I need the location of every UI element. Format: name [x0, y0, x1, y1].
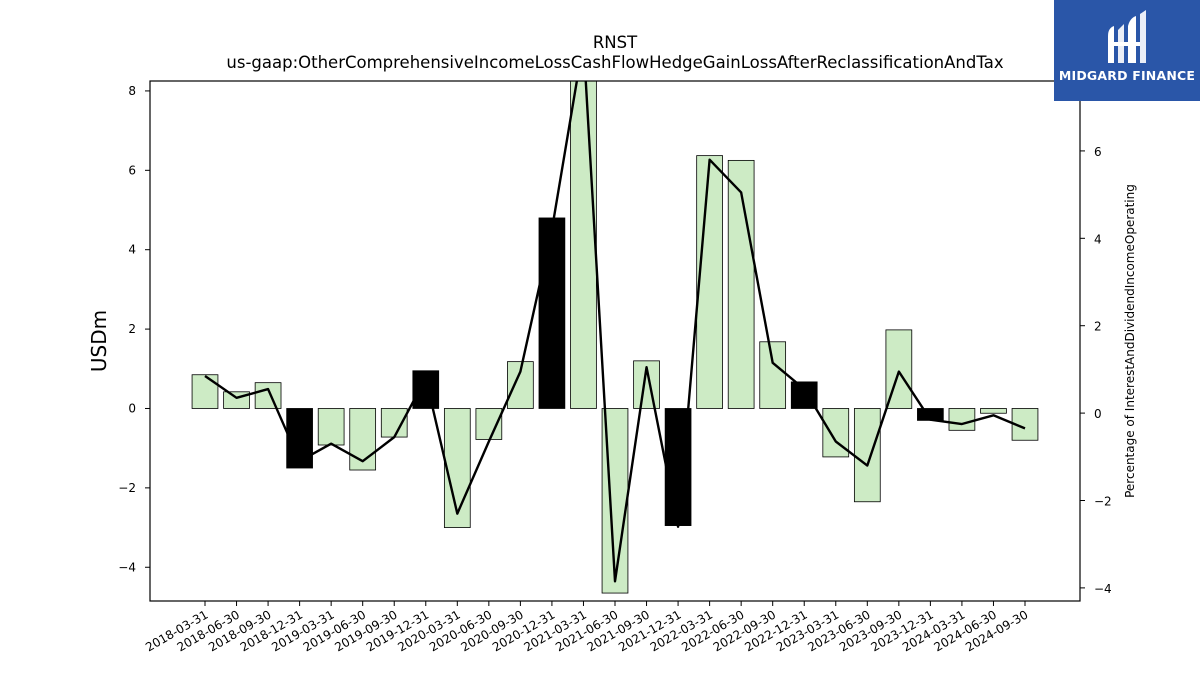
- bar-group: [191, 81, 1039, 594]
- y-tick-label: 4: [128, 243, 136, 257]
- chart-title: RNST: [593, 33, 638, 52]
- y-axis-label: USDm: [87, 310, 111, 372]
- bar-2020-03-31: [443, 408, 471, 528]
- y-axis-left: −4 −2 0 2 4 6 8: [118, 84, 150, 574]
- logo-text: MIDGARD FINANCE: [1058, 68, 1196, 83]
- y-axis-right: −4 −2 0 2 4 6: [1080, 145, 1112, 596]
- bar-2020-12-31: [538, 217, 566, 409]
- y2-tick-label: −4: [1094, 582, 1112, 596]
- line-layer: [204, 81, 1026, 583]
- bar-2018-12-31: [286, 408, 313, 469]
- y-tick-label: 6: [128, 163, 136, 177]
- bar-2023-06-30: [853, 408, 881, 503]
- bar-2021-03-31: [570, 81, 597, 409]
- bar-2022-06-30: [727, 159, 755, 409]
- series-line: [204, 81, 1026, 583]
- y-tick-label: −4: [118, 560, 136, 574]
- y2-axis-label: Percentage of InterestAndDividendIncomeO…: [1123, 184, 1137, 498]
- brand-logo: MIDGARD FINANCE: [1054, 0, 1200, 101]
- chart-subtitle: us-gaap:OtherComprehensiveIncomeLossCash…: [226, 53, 1003, 72]
- bar-2019-03-31: [317, 408, 345, 446]
- y-tick-label: 2: [128, 322, 136, 336]
- bar-2019-12-31: [412, 370, 440, 409]
- y-tick-label: 0: [128, 401, 136, 415]
- y2-tick-label: 2: [1094, 320, 1102, 334]
- bar-2019-09-30: [380, 408, 408, 438]
- bar-2024-03-31: [948, 408, 976, 431]
- bar-2024-06-30: [980, 408, 1007, 414]
- bar-2022-03-31: [696, 155, 723, 409]
- y-tick-label: 8: [128, 84, 136, 98]
- y2-tick-label: 4: [1094, 232, 1102, 246]
- y2-tick-label: 0: [1094, 407, 1102, 421]
- bar-2018-03-31: [191, 374, 219, 409]
- y2-tick-label: −2: [1094, 494, 1112, 508]
- bar-2022-09-30: [759, 341, 787, 409]
- y-tick-label: −2: [118, 481, 136, 495]
- x-axis: 2018-03-312018-06-302018-09-302018-12-31…: [143, 601, 1031, 654]
- y2-tick-label: 6: [1094, 145, 1102, 159]
- bar-2018-09-30: [254, 382, 282, 409]
- logo-mark-icon: [1108, 10, 1146, 63]
